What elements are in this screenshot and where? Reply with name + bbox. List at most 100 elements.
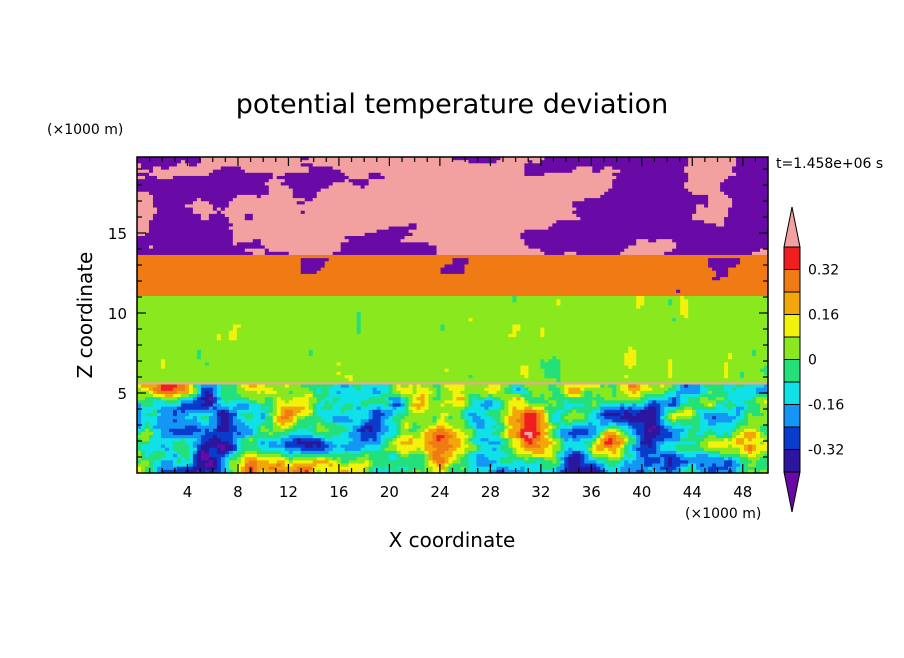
contour-cell [648,466,653,471]
contour-cell [600,406,621,411]
contour-cell [184,409,218,414]
contour-cell [420,394,426,398]
contour-cell [388,454,398,458]
contour-cell [368,463,374,468]
contour-cell [624,428,633,433]
contour-cell [156,419,174,424]
contour-cell [600,412,605,417]
contour-cell [296,438,302,442]
contour-cell [220,469,226,473]
contour-cell [216,460,222,465]
contour-cell [140,450,146,455]
contour-cell [192,441,202,446]
contour-cell [484,454,510,458]
contour-cell [280,412,286,417]
contour-cell [692,217,725,221]
contour-cell [208,362,338,367]
contour-cell [380,438,386,442]
contour-cell [688,302,768,307]
contour-cell [252,217,581,221]
contour-cell [736,460,741,465]
contour-cell [268,431,274,436]
contour-cell [632,403,637,408]
contour-cell [624,412,633,417]
contour-cell [528,387,549,392]
contour-cell [704,416,713,420]
contour-cell [524,466,541,471]
contour-cell [468,261,709,266]
contour-cell [520,387,525,392]
contour-cell [520,431,525,436]
contour-cell [224,463,230,468]
contour-cell [752,450,761,455]
contour-cell [408,397,414,401]
contour-cell [548,359,561,363]
contour-cell [352,425,362,430]
contour-cell [444,428,454,433]
contour-cell [436,438,442,442]
contour-cell [184,438,198,442]
contour-cell [504,419,510,424]
contour-cell [512,327,521,332]
contour-cell [340,444,366,449]
contour-cell [240,466,246,471]
contour-cell [360,435,378,439]
contour-cell [472,375,525,379]
contour-cell [672,397,677,401]
contour-cell [312,394,330,398]
contour-cell [137,223,150,228]
contour-cell [200,454,210,458]
contour-cell [684,428,689,433]
contour-cell [724,371,729,376]
contour-cell [708,450,721,455]
contour-cell [540,362,561,367]
contour-cell [464,406,470,411]
contour-cell [368,466,374,471]
contour-cell [596,441,601,446]
contour-cell [364,425,374,430]
contour-cell [732,400,745,405]
contour-cell [300,157,310,161]
contour-cell [416,226,549,231]
contour-cell [432,457,446,461]
contour-cell [256,457,286,461]
contour-cell [380,444,390,449]
contour-cell [368,403,386,408]
contour-cell [616,428,621,433]
contour-cell [648,428,653,433]
contour-cell [560,431,569,436]
contour-cell [220,422,230,427]
contour-cell [360,438,370,442]
contour-cell [412,400,422,405]
contour-cell [296,201,306,205]
contour-cell [524,419,537,424]
contour-cell [736,157,768,161]
contour-cell [296,416,306,420]
contour-cell [544,416,549,420]
contour-cell [137,179,270,183]
contour-cell [192,384,198,389]
contour-cell [728,375,741,379]
contour-cell [500,384,510,389]
contour-cell [192,444,198,449]
contour-cell [356,324,362,329]
contour-cell [137,315,358,319]
contour-cell [300,409,314,414]
contour-cell [172,454,178,458]
contour-cell [400,431,422,436]
contour-cell [196,450,202,455]
contour-cell [412,438,426,442]
contour-cell [604,438,609,442]
contour-cell [224,469,230,473]
contour-cell [624,406,629,411]
contour-cell [452,428,462,433]
contour-cell [512,450,517,455]
contour-cell [676,390,701,395]
contour-cell [137,384,142,389]
contour-cell [172,412,178,417]
contour-cell [760,431,765,436]
contour-cell [500,425,506,430]
contour-cell [344,450,350,455]
contour-cell [472,425,478,430]
contour-cell [464,416,474,420]
